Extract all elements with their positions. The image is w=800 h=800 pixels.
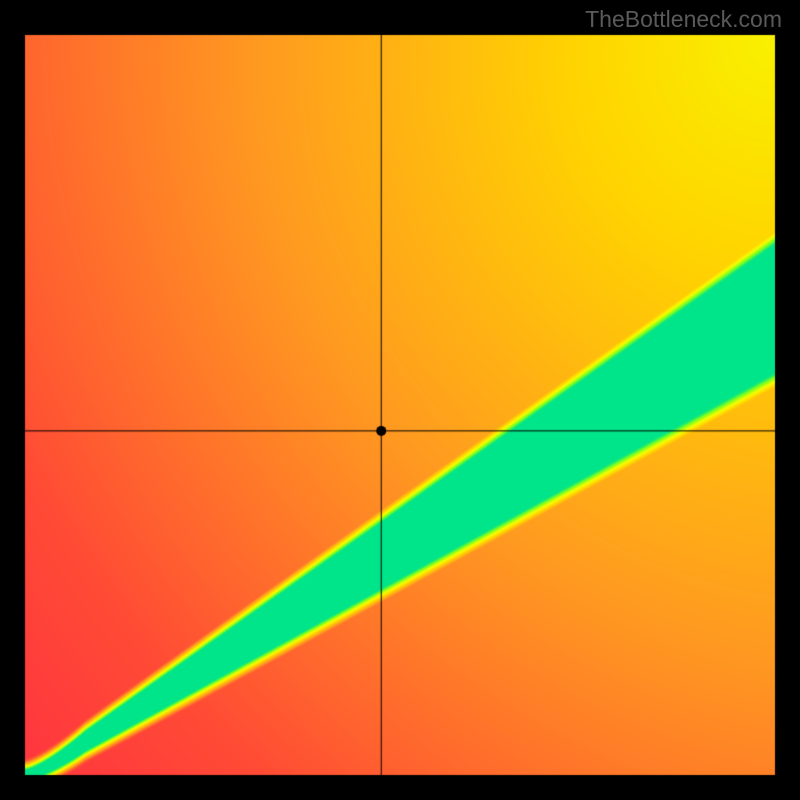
watermark-text: TheBottleneck.com (585, 6, 782, 33)
chart-container: TheBottleneck.com (0, 0, 800, 800)
heatmap-canvas (0, 0, 800, 800)
